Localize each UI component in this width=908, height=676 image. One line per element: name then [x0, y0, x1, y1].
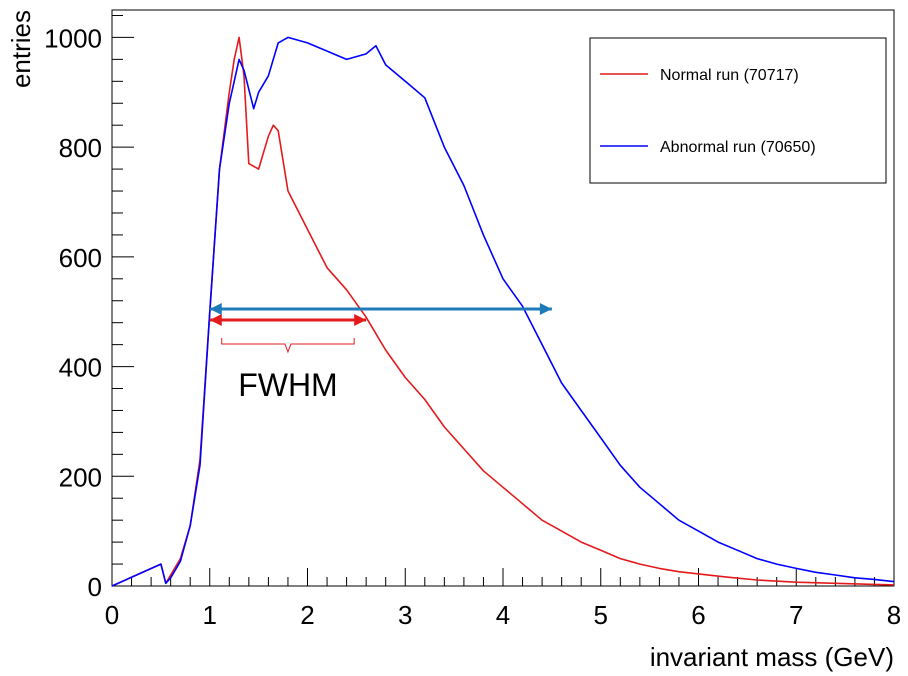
- x-tick-label: 0: [105, 600, 119, 630]
- normal-fwhm-arrow-head-left: [209, 313, 222, 326]
- abnormal-fwhm-arrow-head-left: [209, 302, 222, 315]
- y-tick-label: 200: [59, 462, 102, 492]
- x-tick-label: 5: [594, 600, 608, 630]
- x-tick-label: 3: [398, 600, 412, 630]
- x-axis-label: invariant mass (GeV): [650, 642, 894, 672]
- y-tick-label: 1000: [44, 23, 102, 53]
- abnormal-fwhm-arrow-head-right: [539, 302, 552, 315]
- legend-box: [589, 37, 887, 184]
- x-tick-label: 1: [203, 600, 217, 630]
- legend-label: Abnormal run (70650): [660, 139, 816, 156]
- x-tick-label: 7: [789, 600, 803, 630]
- series-line-abnormal: [111, 36, 895, 587]
- x-tick-label: 4: [496, 600, 510, 630]
- x-tick-label: 8: [887, 600, 901, 630]
- y-axis-label: entries: [6, 10, 36, 88]
- legend-label: Normal run (70717): [660, 67, 799, 84]
- y-tick-label: 800: [59, 133, 102, 163]
- fwhm-brace: [221, 337, 355, 354]
- y-tick-label: 400: [59, 353, 102, 383]
- x-tick-label: 2: [300, 600, 314, 630]
- y-tick-label: 600: [59, 243, 102, 273]
- normal-fwhm-arrow-head-right: [354, 313, 367, 326]
- x-tick-label: 6: [691, 600, 705, 630]
- y-tick-label: 0: [88, 572, 102, 602]
- fwhm-label: FWHM: [238, 367, 338, 403]
